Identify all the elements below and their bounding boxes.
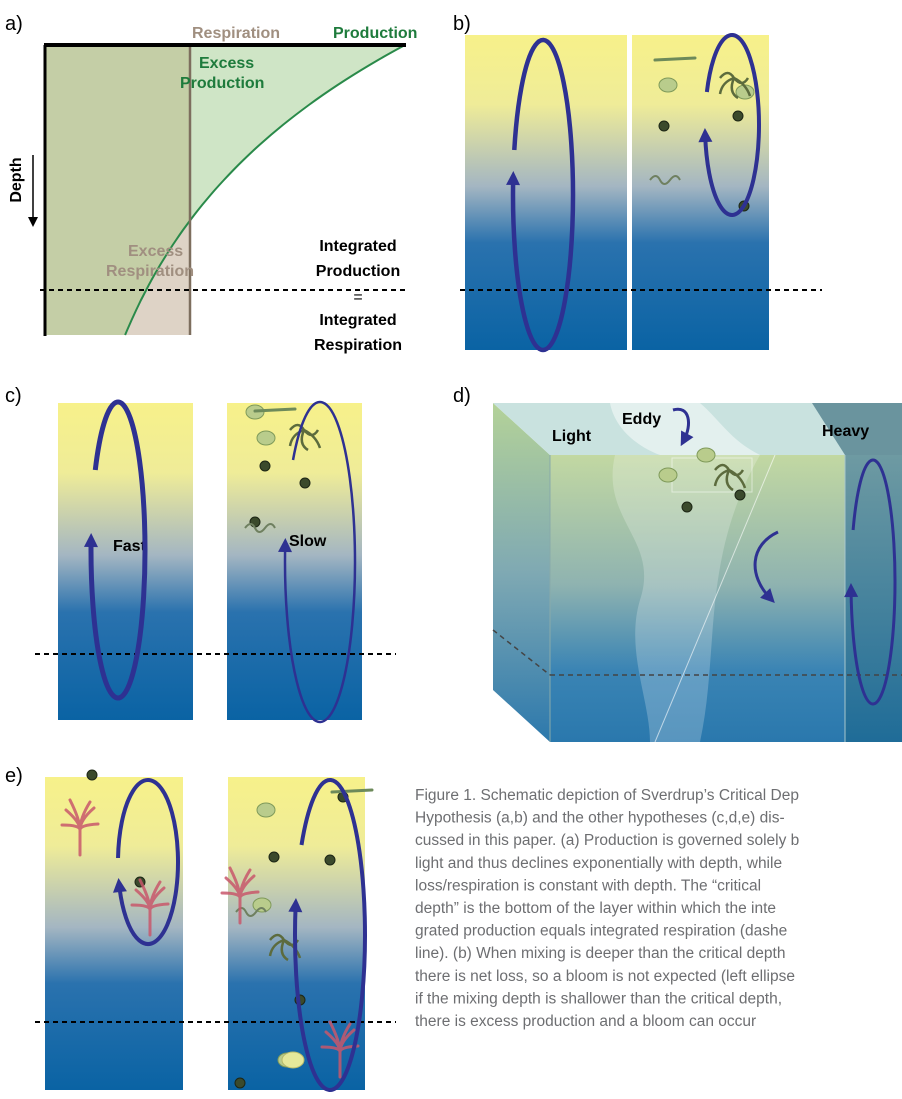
mixing-ellipse <box>506 37 576 353</box>
diatom <box>256 430 276 446</box>
mixing-ellipse <box>83 399 148 701</box>
caption-line: depth” is the bottom of the layer within… <box>415 900 776 917</box>
water-column <box>58 403 193 720</box>
cell <box>259 460 271 472</box>
caption-line: there is excess production and a bloom c… <box>415 1013 756 1030</box>
caption-line: grated production equals integrated resp… <box>415 923 787 940</box>
caption-line: Figure 1. Schematic depiction of Sverdru… <box>415 787 799 804</box>
integrated-label: Production <box>316 263 400 280</box>
panel-a: Respiration Production Excess Production… <box>8 25 417 354</box>
cell <box>734 489 746 501</box>
chain <box>653 56 697 62</box>
colony <box>649 175 681 185</box>
production-label: Production <box>333 25 417 42</box>
panel-label: b) <box>453 13 471 35</box>
slow-label: Slow <box>289 533 327 550</box>
panel-b <box>460 35 822 350</box>
diatom <box>658 467 678 483</box>
caption-line: Hypothesis (a,b) and the other hypothese… <box>415 810 785 827</box>
red-plankton <box>60 798 100 857</box>
mixing-ellipse <box>698 33 761 217</box>
cell <box>268 851 280 863</box>
chain <box>330 788 374 794</box>
chain <box>253 407 297 413</box>
colony <box>718 71 752 100</box>
colony <box>713 463 747 492</box>
caption-line: light and thus declines exponentially wi… <box>415 855 782 872</box>
respiration-label: Respiration <box>192 25 280 42</box>
panel-label: e) <box>5 765 23 787</box>
mixing-ellipse <box>112 778 180 946</box>
mixing-ellipse <box>844 458 897 706</box>
balanced-area <box>45 45 190 335</box>
integrated-label: Integrated <box>319 312 396 329</box>
colony <box>244 523 276 533</box>
excess-respiration-label: Excess <box>128 243 183 260</box>
heavy-top <box>812 403 902 455</box>
cell <box>86 769 98 781</box>
diatom <box>658 77 678 93</box>
diatom <box>281 1051 305 1069</box>
caption-line: cussed in this paper. (a) Production is … <box>415 832 799 849</box>
light-label: Light <box>552 428 592 445</box>
eddy-water <box>612 455 760 742</box>
colony <box>268 933 302 962</box>
mixing-arrows <box>83 33 897 1092</box>
heavy-water <box>845 455 902 742</box>
mixing-ellipse <box>288 778 367 1092</box>
water-column <box>45 777 183 1090</box>
panel-d: Light Eddy Heavy <box>492 403 902 743</box>
heavy-label: Heavy <box>822 423 869 440</box>
caption: Figure 1. Schematic depiction of Sverdru… <box>415 787 799 1030</box>
equals-sign: = <box>353 289 362 306</box>
fast-label: Fast <box>113 538 147 555</box>
red-plankton <box>220 866 260 925</box>
caption-line: line). (b) When mixing is deeper than th… <box>415 945 785 962</box>
caption-line: loss/respiration is constant with depth.… <box>415 877 761 894</box>
caption-line: if the mixing depth is shallower than th… <box>415 990 782 1007</box>
cell <box>299 477 311 489</box>
excess-production-label: Excess <box>199 55 254 72</box>
red-plankton <box>320 1020 360 1079</box>
cell <box>681 501 693 513</box>
box-side <box>493 403 550 742</box>
box-front <box>550 455 845 742</box>
diatom <box>252 897 272 913</box>
diatom <box>256 802 276 818</box>
panel-label: a) <box>5 13 23 35</box>
production-curve <box>124 44 406 336</box>
cell <box>249 516 261 528</box>
eddy-arrow <box>672 407 694 447</box>
integrated-label: Respiration <box>314 337 402 354</box>
excess-production-label: Production <box>180 75 264 92</box>
water-column <box>465 35 627 350</box>
cell <box>658 120 670 132</box>
panel-label: d) <box>453 385 471 407</box>
cell <box>234 1077 246 1089</box>
caption-line: there is net loss, so a bloom is not exp… <box>415 968 795 985</box>
plankton <box>60 56 755 1089</box>
diatom <box>696 447 716 463</box>
panel-label: c) <box>5 385 22 407</box>
front-line <box>654 454 776 743</box>
colony <box>288 423 322 452</box>
cell <box>732 110 744 122</box>
red-plankton <box>130 878 170 937</box>
integrated-label: Integrated <box>319 238 396 255</box>
critical-depth-line <box>492 629 551 676</box>
eddy-top <box>610 403 760 455</box>
excess-respiration-label: Respiration <box>106 263 194 280</box>
mixing-ellipse <box>278 400 357 724</box>
flow-arrow <box>753 530 779 604</box>
eddy-label: Eddy <box>622 411 661 428</box>
cell <box>324 854 336 866</box>
depth-label: Depth <box>8 157 25 202</box>
